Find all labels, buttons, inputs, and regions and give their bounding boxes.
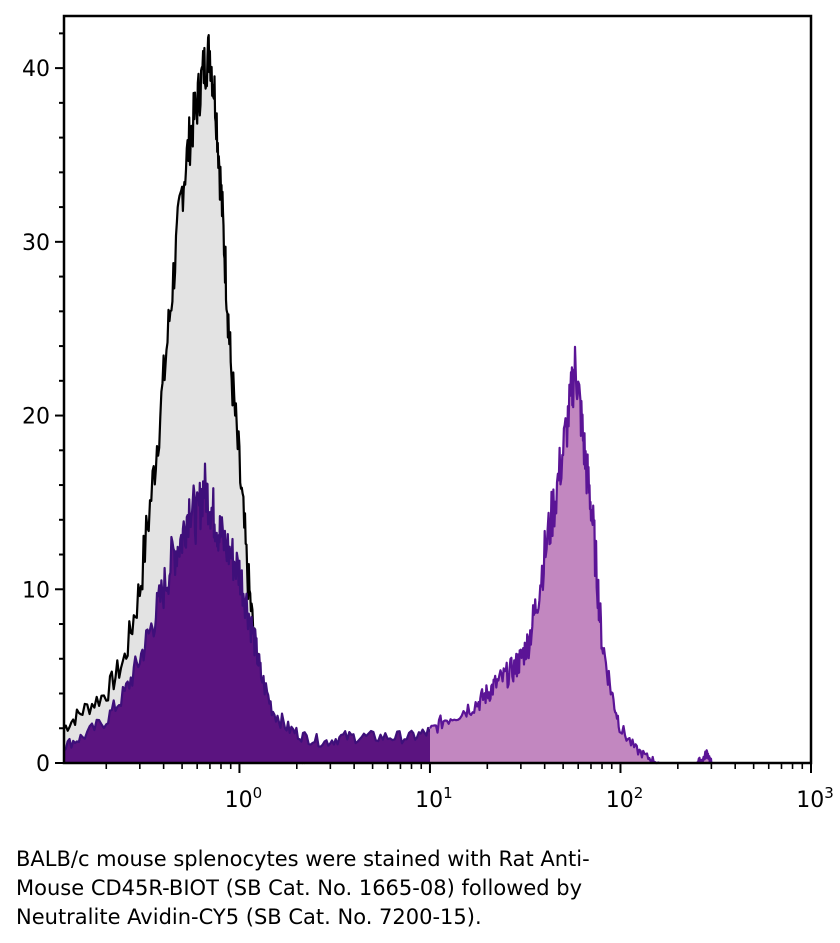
histogram-chart: 0 10 20 30 40 100 101 102 103: [22, 14, 834, 813]
axes: 0 10 20 30 40 100 101 102 103: [22, 32, 834, 813]
plot-frame: [62, 14, 813, 765]
histogram-series: [63, 33, 713, 765]
x-tick-label: 102: [606, 784, 644, 813]
y-tick-label: 40: [22, 57, 50, 82]
caption-line: Neutralite Avidin-CY5 (SB Cat. No. 7200-…: [16, 905, 482, 929]
y-tick-label: 10: [22, 578, 50, 603]
x-tick-label: 103: [796, 784, 834, 813]
series-1-line: [63, 462, 431, 752]
y-tick-label: 30: [22, 231, 50, 256]
figure-caption: BALB/c mouse splenocytes were stained wi…: [16, 845, 816, 932]
caption-line: Mouse CD45R-BIOT (SB Cat. No. 1665-08) f…: [16, 876, 583, 900]
y-tick-label: 20: [22, 405, 50, 430]
caption-line: BALB/c mouse splenocytes were stained wi…: [16, 847, 590, 871]
x-tick-label: 100: [225, 784, 263, 813]
x-tick-label: 101: [415, 784, 453, 813]
y-tick-label: 0: [36, 752, 50, 777]
series-3-area: [696, 750, 712, 763]
series-2-line: [429, 345, 660, 765]
series-3-line: [695, 749, 713, 765]
